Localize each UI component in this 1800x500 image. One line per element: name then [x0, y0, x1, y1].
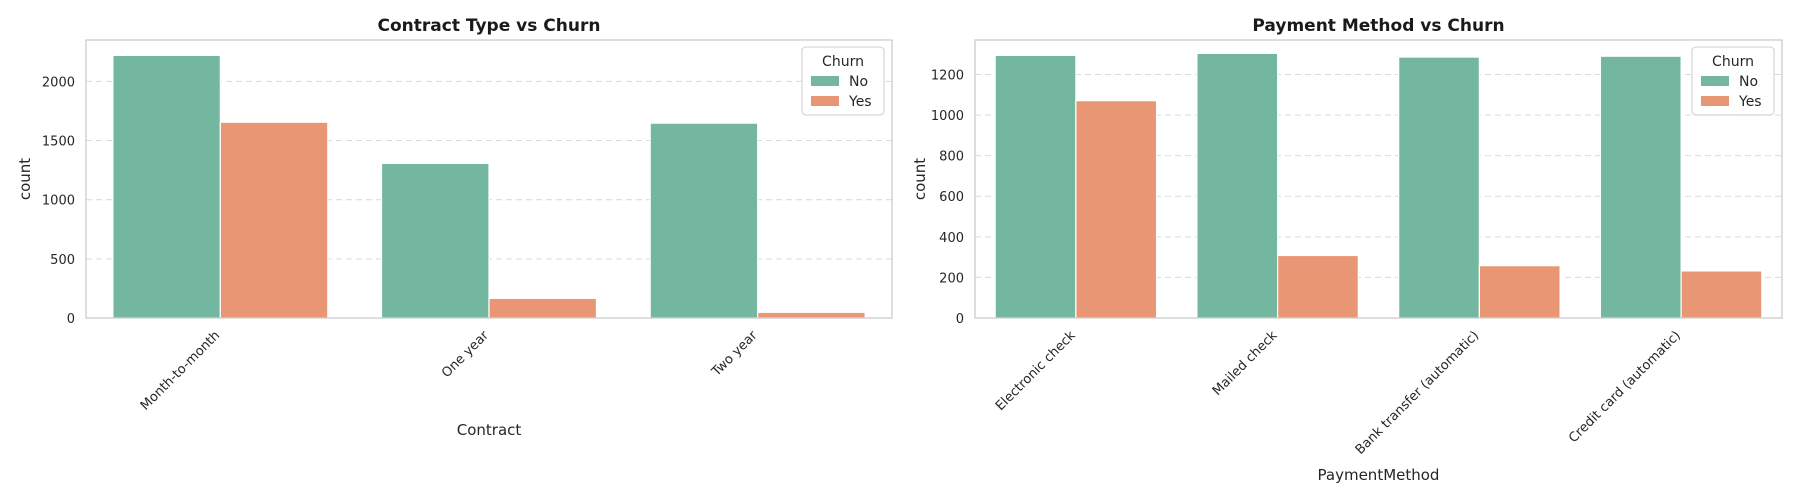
- y-tick-label: 500: [50, 253, 75, 268]
- bar-yes: [757, 311, 866, 319]
- x-axis-label: Contract: [457, 421, 522, 439]
- legend-label-no: No: [1739, 74, 1758, 90]
- bar-yes: [1075, 100, 1158, 319]
- legend: Churn No Yes: [1691, 46, 1775, 116]
- bar-yes: [1478, 265, 1561, 319]
- y-tick-label: 1500: [42, 135, 75, 150]
- bar-no: [1599, 55, 1682, 319]
- y-tick-label: 2000: [42, 75, 75, 90]
- legend-swatch-yes: [1701, 96, 1729, 106]
- x-tick-label: Month-to-month: [138, 328, 223, 413]
- x-axis-label: PaymentMethod: [1318, 466, 1440, 484]
- legend-swatch-yes: [811, 96, 839, 106]
- bar-yes: [219, 121, 329, 319]
- y-tick-label: 800: [939, 150, 964, 165]
- bar-no: [1196, 52, 1279, 319]
- y-tick-label: 1000: [42, 194, 75, 209]
- bar-yes: [488, 297, 598, 319]
- x-tick-label: Bank transfer (automatic): [1353, 328, 1483, 458]
- bar-no: [649, 122, 759, 319]
- chart-contract-type: Contract Type vs Churn 0 500 1000 1500 2000 Mo…: [16, 16, 893, 439]
- bar-no: [380, 162, 490, 319]
- y-tick-label: 1200: [931, 68, 964, 83]
- bar-no: [994, 54, 1077, 319]
- x-tick-label: Two year: [709, 328, 761, 380]
- legend-label-no: No: [849, 74, 868, 90]
- x-tick-label: Electronic check: [993, 328, 1079, 414]
- bar-no: [1398, 56, 1480, 319]
- bar-no: [112, 54, 221, 319]
- legend-label-yes: Yes: [848, 94, 872, 110]
- x-tick-label: One year: [439, 328, 492, 381]
- y-tick-label: 600: [939, 190, 964, 205]
- y-tick-label: 400: [939, 231, 964, 246]
- plot-frame: [974, 39, 1783, 319]
- y-tick-label: 0: [67, 312, 75, 327]
- y-tick-label: 0: [956, 312, 964, 327]
- plot-frame: [85, 39, 893, 319]
- y-axis-label: count: [911, 158, 929, 200]
- legend-swatch-no: [811, 76, 839, 86]
- legend-swatch-no: [1701, 76, 1729, 86]
- legend-title: Churn: [1712, 54, 1754, 70]
- bar-yes: [1277, 254, 1359, 319]
- chart-title: Contract Type vs Churn: [378, 16, 601, 36]
- chart-payment-method: Payment Method vs Churn 0 200 400 600 800 1000…: [911, 16, 1783, 484]
- bar-yes: [1680, 270, 1763, 319]
- chart-title: Payment Method vs Churn: [1252, 16, 1504, 36]
- x-tick-label: Mailed check: [1210, 328, 1281, 399]
- y-tick-label: 200: [939, 271, 964, 286]
- x-tick-label: Credit card (automatic): [1566, 328, 1684, 446]
- legend-title: Churn: [822, 54, 864, 70]
- y-axis-label: count: [16, 158, 34, 200]
- legend-label-yes: Yes: [1738, 94, 1762, 110]
- legend: Churn No Yes: [801, 46, 885, 116]
- y-tick-label: 1000: [931, 109, 964, 124]
